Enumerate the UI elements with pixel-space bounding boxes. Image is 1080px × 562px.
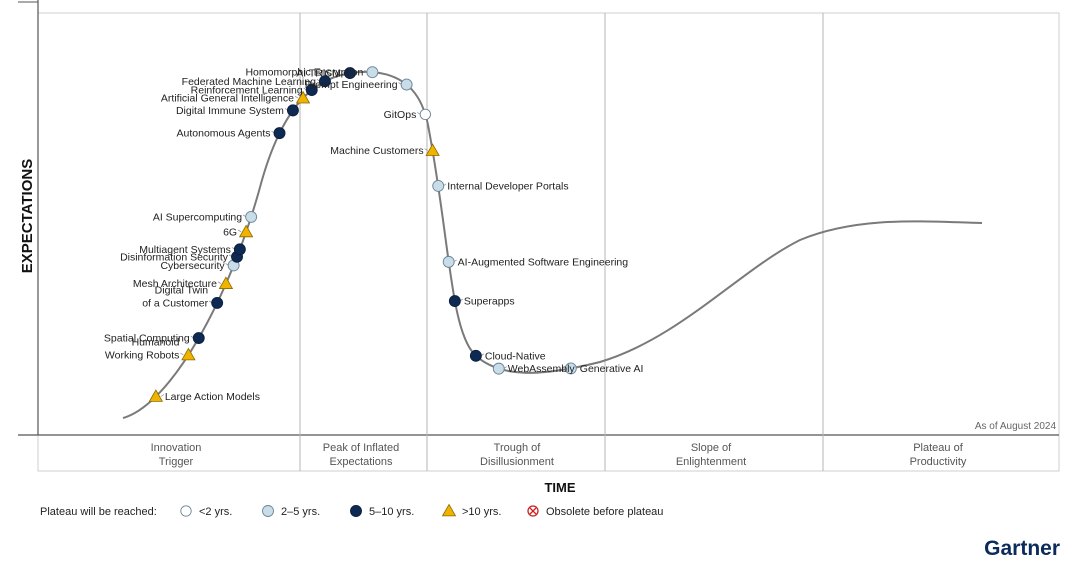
marker-prompt-engineering (400, 78, 413, 91)
legend-marker-lt2 (180, 505, 192, 517)
legend-marker-gt10 (441, 503, 457, 517)
label-cybersecurity: Cybersecurity (160, 260, 225, 272)
hype-curve (122, 70, 983, 419)
legend-label-2to5: 2–5 yrs. (281, 506, 320, 518)
legend: Plateau will be reached: <2 yrs. 2–5 yrs.… (40, 503, 663, 518)
label-ai-trism: AI TRiSM (296, 68, 341, 80)
label-internal-developer-portals: Internal Developer Portals (447, 180, 568, 192)
legend-label-gt10: >10 yrs. (462, 506, 501, 518)
marker-federated-machine-learning (318, 75, 331, 88)
marker-generative-ai (564, 362, 577, 375)
legend-marker-obsolete (527, 505, 539, 517)
marker-artificial-general-intelligence (295, 90, 311, 104)
legend-label-obsolete: Obsolete before plateau (546, 506, 663, 518)
marker-webassembly (492, 362, 505, 375)
legend-title: Plateau will be reached: (40, 506, 157, 518)
label-federated-machine-learning: Federated Machine Learning (182, 76, 316, 88)
phase-label-peak: Peak of Inflated Expectations (323, 442, 399, 468)
marker-mesh-architecture (218, 276, 234, 289)
marker-reinforcement-learning (305, 84, 318, 97)
phase-labels: Innovation Trigger Peak of Inflated Expect… (151, 442, 967, 468)
phase-line-1: Expectations (330, 456, 393, 468)
phase-label-trough: Trough of Disillusionment (480, 442, 554, 468)
phase-line-0: Slope of (691, 442, 732, 454)
legend-marker-5to10 (350, 505, 362, 517)
marker-multiagent-systems (233, 243, 246, 256)
label-humanoid-working-robots: Humanoid Working Robots (105, 336, 180, 361)
as-of-note: As of August 2024 (975, 421, 1057, 432)
marker-cloud-native (469, 349, 482, 362)
phase-line-1: Enlightenment (676, 456, 746, 468)
connector-mesh-architecture (217, 281, 222, 284)
label-digital-twin-of-a-customer: Digital Twin of a Customer (142, 284, 208, 309)
connector-artificial-general-intelligence (294, 95, 299, 99)
label-ai-augmented-software-engineering: AI-Augmented Software Engineering (458, 256, 629, 268)
label-multiagent-systems: Multiagent Systems (139, 244, 231, 256)
marker-large-action-models (148, 389, 164, 402)
y-axis-title: EXPECTATIONS (19, 159, 36, 273)
legend-label-lt2: <2 yrs. (199, 506, 232, 518)
legend-marker-2to5 (262, 505, 274, 517)
label-large-action-models: Large Action Models (165, 391, 260, 403)
label-homomorphic-encryption: Homomorphic Encryption (245, 67, 363, 79)
data-labels: Large Action Models Humanoid Working Robot… (104, 67, 643, 403)
phase-line-1: Disillusionment (480, 456, 554, 468)
label-reinforcement-learning: Reinforcement Learning (191, 85, 303, 97)
label-disinformation-security: Disinformation Security (120, 251, 229, 263)
phase-line-0: Plateau of (913, 442, 963, 454)
gartner-logo: Gartner (984, 537, 1060, 560)
label-gitops: GitOps (384, 109, 417, 121)
marker-ai-augmented-software-engineering (442, 255, 455, 268)
marker-ai-supercomputing (245, 210, 258, 223)
label-machine-customers: Machine Customers (330, 145, 423, 157)
marker-digital-twin-of-a-customer (211, 296, 224, 309)
label-digital-immune-system: Digital Immune System (176, 105, 284, 117)
phase-label-slope: Slope of Enlightenment (676, 442, 746, 468)
phase-line-0: Trough of (494, 442, 542, 454)
marker-6g (238, 224, 254, 238)
label-artificial-general-intelligence: Artificial General Intelligence (161, 93, 294, 105)
phase-line-1: Trigger (159, 456, 194, 468)
connector-6g (237, 229, 242, 233)
label-prompt-engineering: Prompt Engineering (305, 79, 398, 91)
label-superapps: Superapps (464, 296, 515, 308)
marker-superapps (448, 295, 461, 307)
label-webassembly: WebAssembly (508, 363, 576, 375)
data-markers (148, 66, 577, 402)
label-spatial-computing: Spatial Computing (104, 333, 190, 345)
marker-humanoid-working-robots (181, 347, 196, 361)
label-mesh-architecture: Mesh Architecture (133, 278, 217, 290)
label-generative-ai: Generative AI (580, 363, 644, 375)
phase-line-1: Productivity (910, 456, 967, 468)
marker-machine-customers (425, 143, 440, 156)
marker-autonomous-agents (273, 127, 286, 140)
legend-label-5to10: 5–10 yrs. (369, 506, 414, 518)
marker-homomorphic-encryption (366, 66, 379, 79)
marker-ai-trism (343, 67, 356, 80)
x-axis-title: TIME (544, 480, 575, 495)
label-autonomous-agents: Autonomous Agents (177, 128, 271, 140)
connector-large-action-models (160, 394, 165, 397)
phase-line-0: Peak of Inflated (323, 442, 399, 454)
marker-spatial-computing (192, 332, 205, 344)
connector-machine-customers (424, 148, 428, 151)
phase-label-innovation-trigger: Innovation Trigger (151, 442, 202, 468)
marker-gitops (419, 108, 431, 121)
phase-label-plateau: Plateau of Productivity (910, 442, 967, 468)
connector-humanoid-working-robots (180, 352, 184, 356)
label-6g: 6G (223, 226, 237, 238)
marker-digital-immune-system (286, 104, 299, 117)
label-ai-supercomputing: AI Supercomputing (153, 211, 242, 223)
phase-line-0: Innovation (151, 442, 202, 454)
marker-internal-developer-portals (432, 179, 445, 192)
label-cloud-native: Cloud-Native (485, 350, 546, 362)
